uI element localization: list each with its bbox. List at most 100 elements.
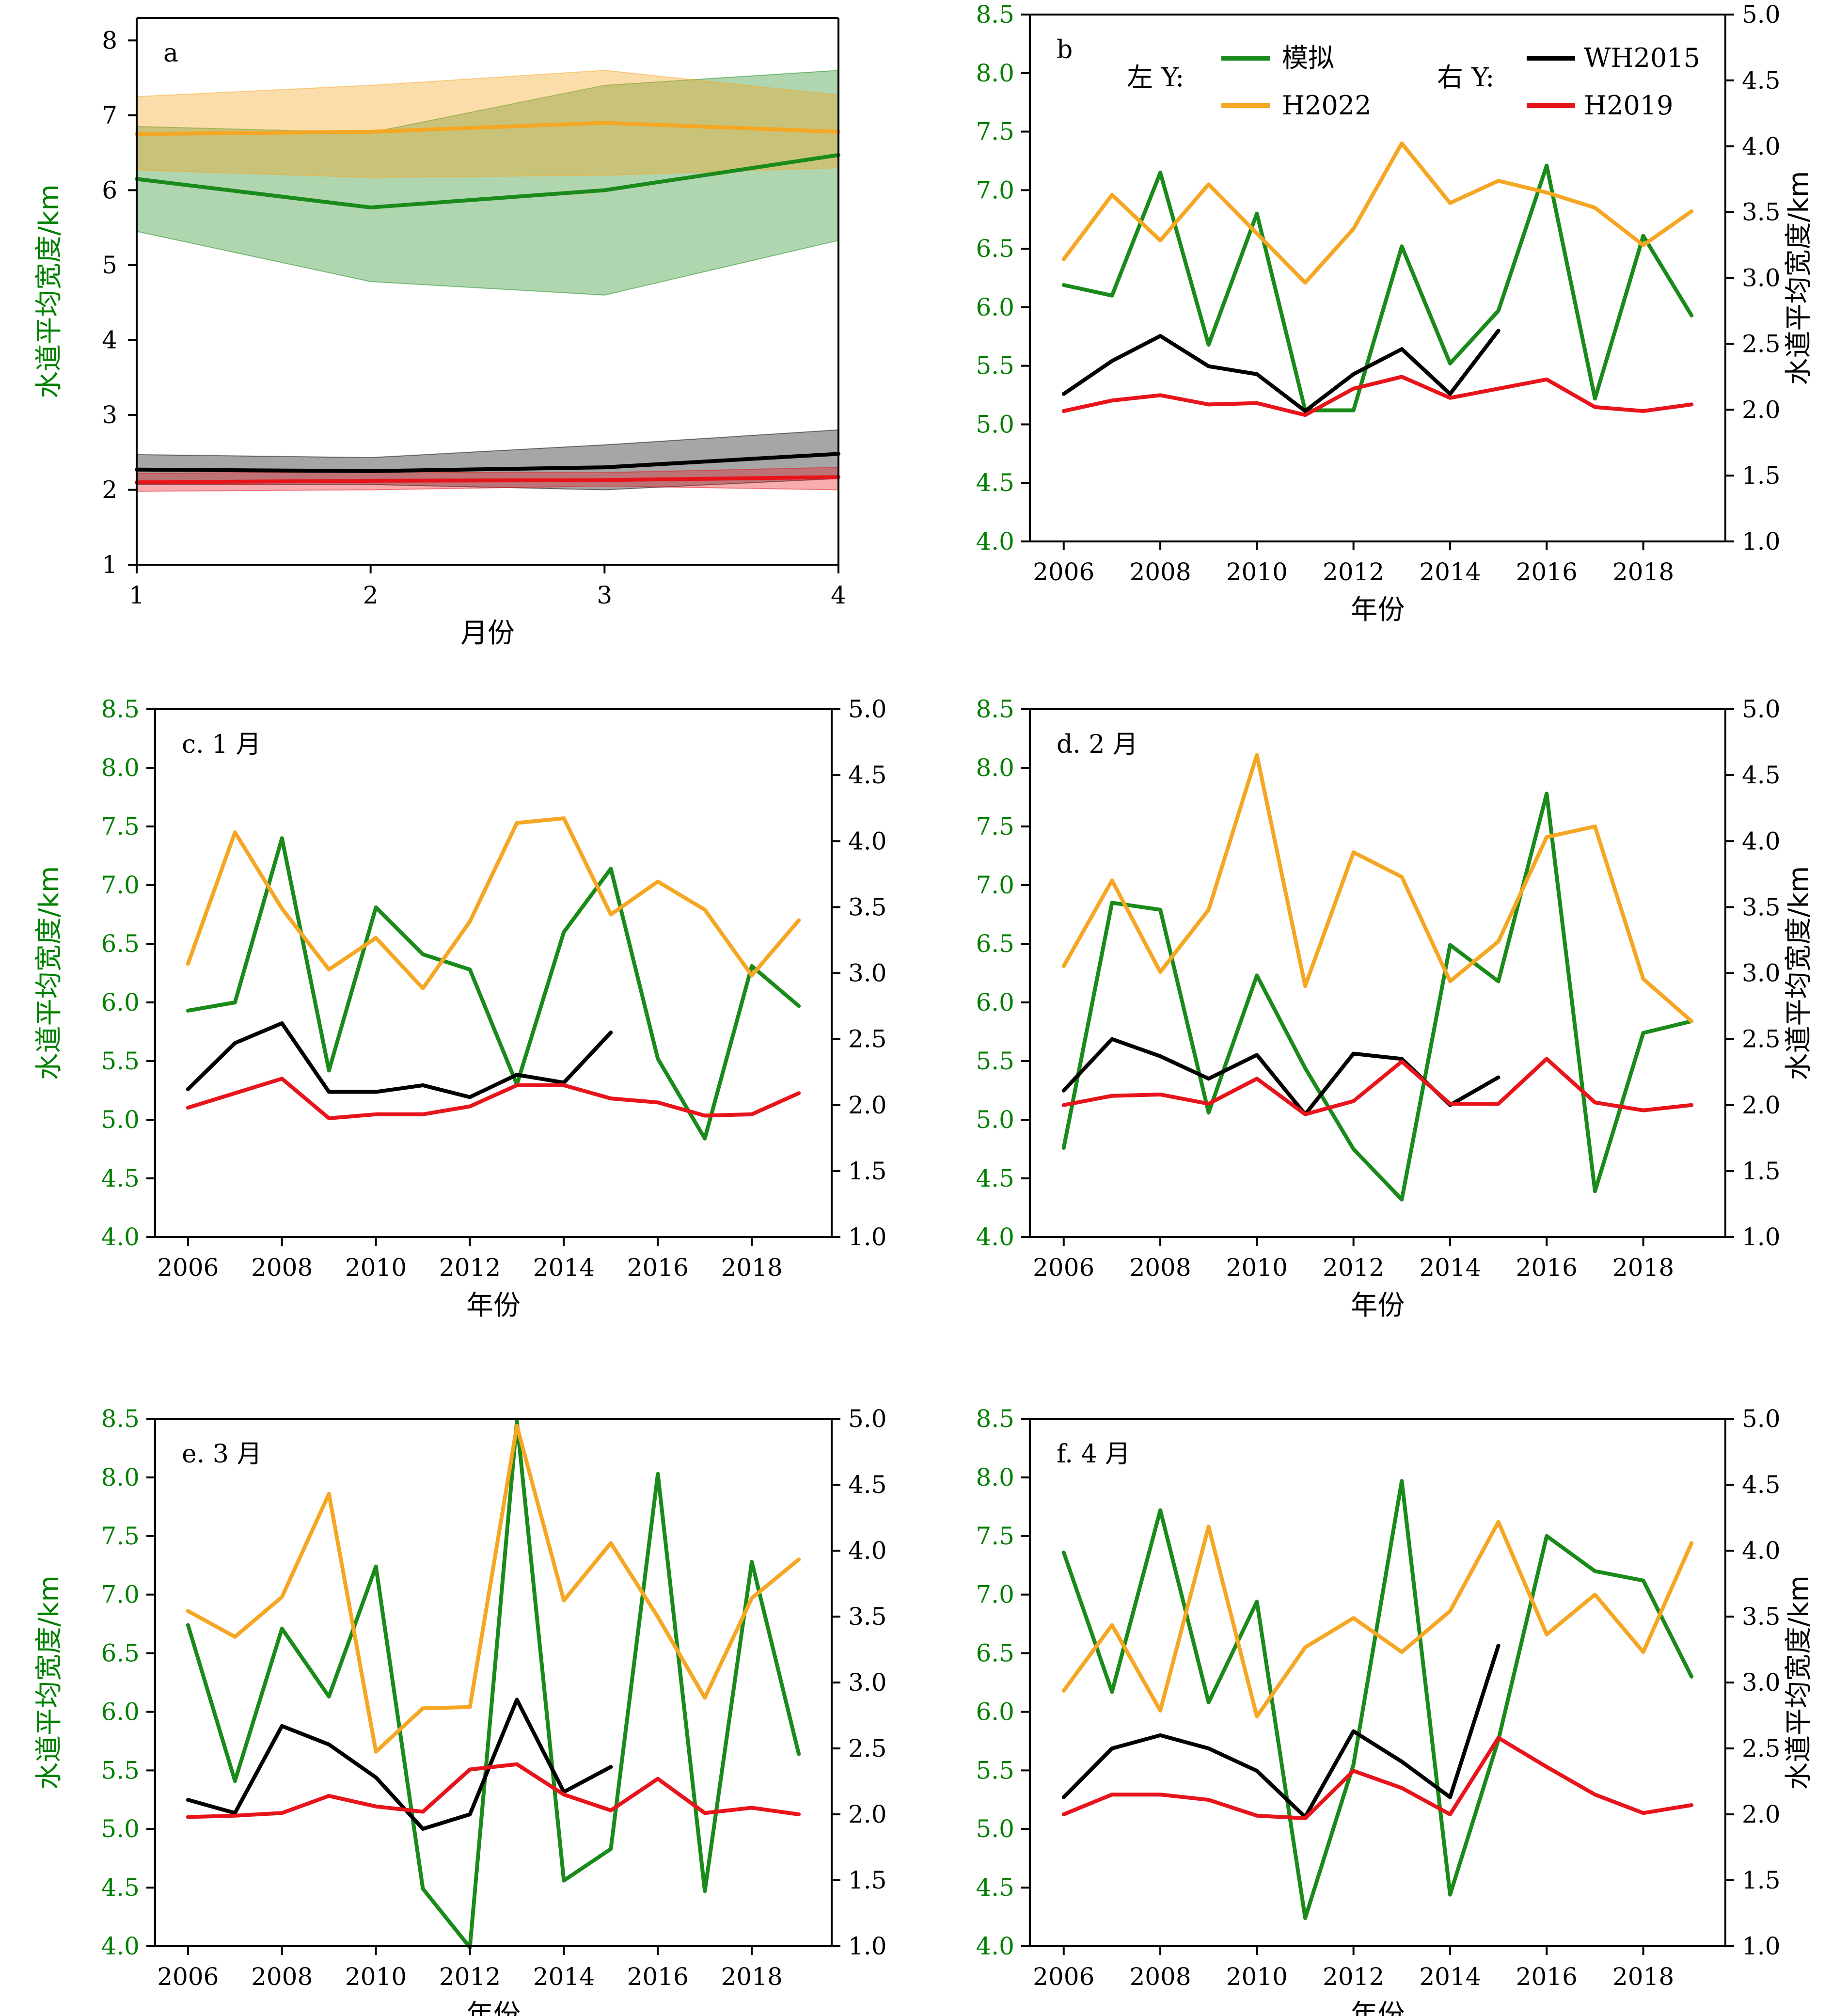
panel-d: 2006 2008 2010 2012 2014 2016 2018 4.0 4.5 5.0 5.5… — [976, 695, 1815, 1321]
x-tick-label: 2 — [363, 581, 379, 609]
y-tick-label-left: 5.5 — [101, 1047, 140, 1075]
y-tick-label-left: 5.5 — [976, 352, 1014, 380]
y-tick-label-left: 6.0 — [101, 1698, 140, 1726]
y-tick-label-right: 1.5 — [1742, 461, 1781, 490]
x-tick-label: 2018 — [721, 1254, 783, 1282]
series-line-h2019 — [1061, 1736, 1694, 1821]
x-tick-label: 2016 — [627, 1254, 689, 1282]
x-tick-label: 2014 — [533, 1254, 595, 1282]
x-tick-label: 2010 — [345, 1963, 407, 1991]
y-tick-label-left: 7.0 — [976, 176, 1014, 204]
x-tick-label: 2016 — [1516, 558, 1578, 586]
y-tick-label-left: 5.5 — [976, 1047, 1014, 1075]
y-tick-label-left: 5 — [102, 251, 117, 279]
y-tick-label-left: 7.0 — [976, 871, 1014, 899]
panel-label-d: d. 2 月 — [1057, 730, 1138, 759]
y-tick-label-right: 1.5 — [1742, 1157, 1781, 1185]
y-tick-label-left: 5.0 — [976, 1815, 1014, 1843]
y-tick-label-left: 4.5 — [976, 1873, 1014, 1902]
y-tick-label-left: 5.0 — [976, 410, 1014, 438]
y-tick-label-left: 8.5 — [976, 695, 1014, 723]
y-tick-label-left: 5.0 — [976, 1106, 1014, 1134]
y-tick-label-left: 4.5 — [976, 469, 1014, 497]
x-tick-label: 2010 — [1226, 1254, 1288, 1282]
x-tick-label: 2012 — [1323, 558, 1384, 586]
series-line-h2019 — [186, 1077, 801, 1120]
panel-label-e: e. 3 月 — [182, 1440, 262, 1469]
x-tick-label: 2018 — [1612, 558, 1674, 586]
y-tick-label-right: 2.0 — [848, 1800, 887, 1828]
legend-label-sim: 模拟 — [1282, 43, 1334, 73]
y-tick-label-right: 5.0 — [1742, 1405, 1781, 1433]
panel-label-f: f. 4 月 — [1057, 1440, 1130, 1469]
y-axis-title-left: 水道平均宽度/km — [33, 866, 65, 1080]
x-tick-label: 2008 — [251, 1963, 313, 1991]
y-axis-title-right: 水道平均宽度/km — [1783, 1575, 1815, 1790]
legend-right-title: 右 Y: — [1437, 62, 1494, 93]
y-tick-label-right: 3.5 — [848, 893, 887, 921]
y-tick-label-left: 7.5 — [101, 812, 140, 841]
y-tick-label-left: 5.5 — [101, 1756, 140, 1784]
x-tick-label: 2006 — [157, 1254, 219, 1282]
panel-a: 1 2 3 4 1 2 3 4 5 6 7 8 a 月份 水道平均宽度/km — [33, 17, 846, 649]
x-tick-label: 2014 — [1419, 1963, 1481, 1991]
y-tick-label-right: 2.0 — [1742, 1800, 1781, 1828]
y-axis-title-left: 水道平均宽度/km — [33, 184, 65, 398]
x-axis-title: 年份 — [466, 1999, 521, 2016]
x-tick-label: 1 — [129, 581, 144, 609]
y-tick-label-right: 3.0 — [1742, 1668, 1781, 1697]
y-tick-label-right: 4.0 — [1742, 827, 1781, 855]
y-tick-label-right: 1.0 — [1742, 1932, 1781, 1960]
y-axis-title-right: 水道平均宽度/km — [1783, 866, 1815, 1080]
y-tick-label-right: 3.5 — [1742, 198, 1781, 226]
x-axis-title: 年份 — [1351, 1290, 1405, 1321]
panel-c: 2006 2008 2010 2012 2014 2016 2018 4.0 4.5 5.0 5.5… — [33, 695, 887, 1321]
series-line-h2022 — [1061, 141, 1694, 285]
x-tick-label: 2012 — [1323, 1254, 1384, 1282]
x-tick-label: 2018 — [1612, 1963, 1674, 1991]
y-tick-label-right: 5.0 — [848, 695, 887, 723]
series-line-wh2015 — [186, 1021, 613, 1099]
y-tick-label-left: 4.0 — [976, 1932, 1014, 1960]
y-tick-label-right: 1.5 — [848, 1157, 887, 1185]
y-tick-label-right: 4.0 — [848, 827, 887, 855]
y-tick-label-right: 1.5 — [848, 1866, 887, 1894]
x-tick-label: 2012 — [1323, 1963, 1384, 1991]
panel-label-c: c. 1 月 — [182, 730, 261, 759]
x-axis-title: 月份 — [460, 618, 515, 649]
series-line-h2019 — [135, 475, 840, 485]
series-line-sim — [1061, 163, 1694, 413]
legend-left-title: 左 Y: — [1127, 62, 1184, 93]
y-axis-title-right: 水道平均宽度/km — [1783, 171, 1815, 385]
x-tick-label: 2014 — [1419, 1254, 1481, 1282]
y-tick-label-left: 4.0 — [976, 527, 1014, 556]
series-line-wh2015 — [186, 1698, 613, 1831]
y-tick-label-left: 4.0 — [101, 1932, 140, 1960]
y-tick-label-right: 2.5 — [1742, 330, 1781, 358]
series-line-h2022 — [135, 121, 840, 136]
y-tick-label-right: 5.0 — [1742, 0, 1781, 29]
y-tick-label-left: 7.5 — [101, 1522, 140, 1550]
y-tick-label-right: 2.5 — [1742, 1734, 1781, 1762]
y-tick-label-right: 1.0 — [1742, 527, 1781, 556]
x-tick-label: 2010 — [1226, 558, 1288, 586]
y-tick-label-right: 2.5 — [1742, 1025, 1781, 1053]
y-tick-label-right: 3.5 — [848, 1603, 887, 1631]
y-tick-label-right: 4.5 — [848, 1471, 887, 1499]
y-tick-label-right: 5.0 — [1742, 695, 1781, 723]
y-tick-label-right: 3.0 — [848, 959, 887, 987]
y-tick-label-right: 2.0 — [1742, 1091, 1781, 1119]
x-tick-label: 2012 — [439, 1254, 501, 1282]
y-tick-label-right: 4.5 — [1742, 1471, 1781, 1499]
y-tick-label-left: 7.0 — [101, 1581, 140, 1609]
y-tick-label-left: 1 — [102, 551, 117, 579]
x-tick-label: 2016 — [1516, 1963, 1578, 1991]
y-tick-label-right: 4.5 — [848, 761, 887, 789]
series-line-sim — [1061, 1479, 1694, 1920]
x-tick-label: 2018 — [721, 1963, 783, 1991]
y-tick-label-right: 1.5 — [1742, 1866, 1781, 1894]
y-tick-label-right: 4.0 — [1742, 1537, 1781, 1565]
y-tick-label-left: 6.5 — [976, 1639, 1014, 1667]
y-tick-label-left: 6.0 — [976, 1698, 1014, 1726]
